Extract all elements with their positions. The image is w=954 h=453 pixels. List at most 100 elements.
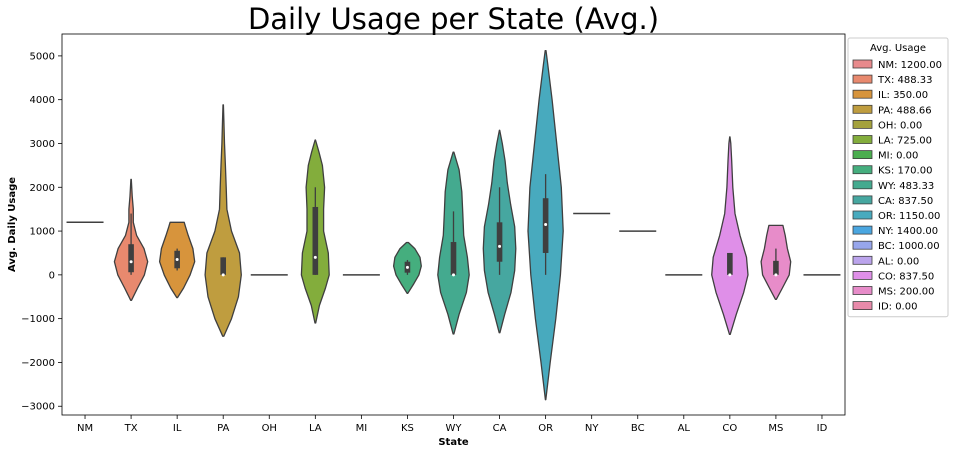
violin-tx-median bbox=[129, 260, 133, 264]
x-tick-label-il: IL bbox=[173, 423, 182, 434]
legend-swatch bbox=[852, 104, 873, 114]
legend-swatch bbox=[852, 286, 873, 295]
legend-swatch bbox=[852, 59, 873, 69]
legend-item-ks: KS: 170.00 bbox=[852, 165, 932, 177]
x-tick-label-oh: OH bbox=[262, 423, 277, 434]
violin-ms bbox=[760, 224, 792, 301]
y-axis-label: Avg. Daily Usage bbox=[7, 177, 18, 272]
legend-item-ms: MS: 200.00 bbox=[852, 286, 935, 298]
x-axis: NM TX IL PA OH LA MI KS WY CA OR NY BC AL CO MS ID bbox=[77, 415, 828, 434]
legend-label: NM: 1200.00 bbox=[878, 60, 942, 71]
legend-label: TX: 488.33 bbox=[877, 75, 933, 86]
legend-item-ca: CA: 837.50 bbox=[852, 195, 933, 207]
violin-pa-iqr-box bbox=[220, 257, 227, 275]
x-tick-label-mi: MI bbox=[356, 423, 368, 434]
legend-item-al: AL: 0.00 bbox=[852, 255, 919, 267]
violin-co-iqr-box bbox=[727, 252, 733, 275]
x-tick-label-or: OR bbox=[538, 423, 553, 434]
legend-label: IL: 350.00 bbox=[878, 90, 928, 101]
legend-swatch bbox=[852, 195, 873, 205]
violins bbox=[66, 49, 841, 401]
x-tick-label-la: LA bbox=[309, 423, 322, 434]
violin-ca-iqr-box bbox=[496, 222, 503, 262]
chart-title: Daily Usage per State (Avg.) bbox=[248, 2, 659, 36]
x-tick-label-id: ID bbox=[817, 423, 828, 434]
legend-label: CA: 837.50 bbox=[878, 196, 933, 207]
legend-label: MI: 0.00 bbox=[878, 151, 918, 162]
x-tick-label-ny: NY bbox=[585, 423, 599, 434]
legend-swatch bbox=[852, 165, 873, 175]
violin-pa-body bbox=[204, 104, 242, 337]
y-tick-label: 4000 bbox=[30, 95, 55, 106]
legend-label: MS: 200.00 bbox=[878, 287, 935, 298]
legend-label: OR: 1150.00 bbox=[878, 211, 940, 222]
legend-swatch bbox=[852, 270, 873, 280]
legend-item-wy: WY: 483.33 bbox=[852, 180, 934, 192]
legend-swatch bbox=[852, 150, 873, 160]
violin-ca-median bbox=[498, 244, 502, 248]
violin-pa-median bbox=[221, 273, 225, 277]
violin-wy-median bbox=[452, 273, 455, 277]
violin-ca bbox=[482, 129, 517, 334]
legend-item-or: OR: 1150.00 bbox=[852, 210, 940, 222]
x-tick-label-ks: KS bbox=[401, 423, 414, 434]
violin-ms-iqr-box bbox=[773, 260, 779, 275]
legend-item-nm: NM: 1200.00 bbox=[852, 59, 942, 71]
violin-or-median bbox=[544, 223, 548, 226]
violin-pa bbox=[204, 104, 242, 337]
legend-label: KS: 170.00 bbox=[878, 166, 932, 177]
x-tick-label-co: CO bbox=[722, 423, 737, 434]
violin-co-median bbox=[728, 273, 732, 277]
x-tick-label-wy: WY bbox=[446, 423, 463, 434]
legend-label: BC: 1000.00 bbox=[878, 241, 940, 252]
y-tick-label: 0 bbox=[49, 270, 55, 281]
legend-label: NY: 1400.00 bbox=[878, 226, 938, 237]
x-tick-label-nm: NM bbox=[77, 423, 93, 434]
legend-label: OH: 0.00 bbox=[878, 120, 922, 131]
legend-item-pa: PA: 488.66 bbox=[852, 104, 932, 116]
violin-tx bbox=[113, 178, 149, 301]
legend-swatch bbox=[852, 135, 873, 144]
violin-il-median bbox=[175, 258, 179, 262]
y-tick-label: −1000 bbox=[21, 314, 55, 325]
legend-swatch bbox=[852, 240, 873, 250]
x-tick-label-bc: BC bbox=[631, 423, 645, 434]
legend-swatch bbox=[852, 301, 873, 311]
legend-item-tx: TX: 488.33 bbox=[852, 74, 933, 86]
legend-item-id: ID: 0.00 bbox=[852, 301, 917, 313]
legend-swatch bbox=[852, 74, 873, 84]
violin-la-iqr-box bbox=[312, 206, 319, 275]
y-tick-label: 5000 bbox=[30, 51, 55, 62]
violin-tx-iqr-box bbox=[128, 244, 134, 273]
violin-la-median bbox=[313, 255, 317, 259]
legend-swatch bbox=[852, 180, 873, 190]
legend-items: NM: 1200.00 TX: 488.33 IL: 350.00 PA: 488.6… bbox=[852, 59, 942, 313]
legend-item-il: IL: 350.00 bbox=[852, 89, 928, 101]
legend-item-la: LA: 725.00 bbox=[852, 135, 932, 147]
legend-swatch bbox=[852, 89, 873, 99]
legend-swatch bbox=[852, 225, 873, 235]
legend-title: Avg. Usage bbox=[870, 43, 926, 54]
legend-label: AL: 0.00 bbox=[878, 256, 919, 267]
legend-swatch bbox=[852, 210, 873, 220]
legend-label: LA: 725.00 bbox=[878, 136, 932, 147]
violin-wy bbox=[437, 151, 470, 335]
x-tick-label-tx: TX bbox=[124, 423, 138, 434]
x-tick-label-ms: MS bbox=[768, 423, 783, 434]
legend-item-co: CO: 837.50 bbox=[852, 270, 934, 282]
violin-or bbox=[527, 49, 564, 401]
y-tick-label: 3000 bbox=[30, 139, 55, 150]
violin-wy-iqr-box bbox=[450, 242, 457, 275]
legend: Avg. Usage NM: 1200.00 TX: 488.33 IL: 350.… bbox=[847, 37, 949, 318]
x-axis-label: State bbox=[438, 437, 469, 448]
violin-ks-median bbox=[405, 265, 409, 269]
legend-label: PA: 488.66 bbox=[878, 105, 932, 116]
legend-item-oh: OH: 0.00 bbox=[852, 120, 922, 131]
y-axis: −3000 −2000 −1000 0 1000 2000 3000 4000 5000 bbox=[21, 51, 62, 413]
violin-co bbox=[711, 136, 749, 336]
x-tick-label-ca: CA bbox=[493, 423, 507, 434]
y-tick-label: −3000 bbox=[21, 402, 55, 413]
legend-swatch bbox=[852, 120, 873, 129]
legend-label: WY: 483.33 bbox=[878, 181, 934, 192]
